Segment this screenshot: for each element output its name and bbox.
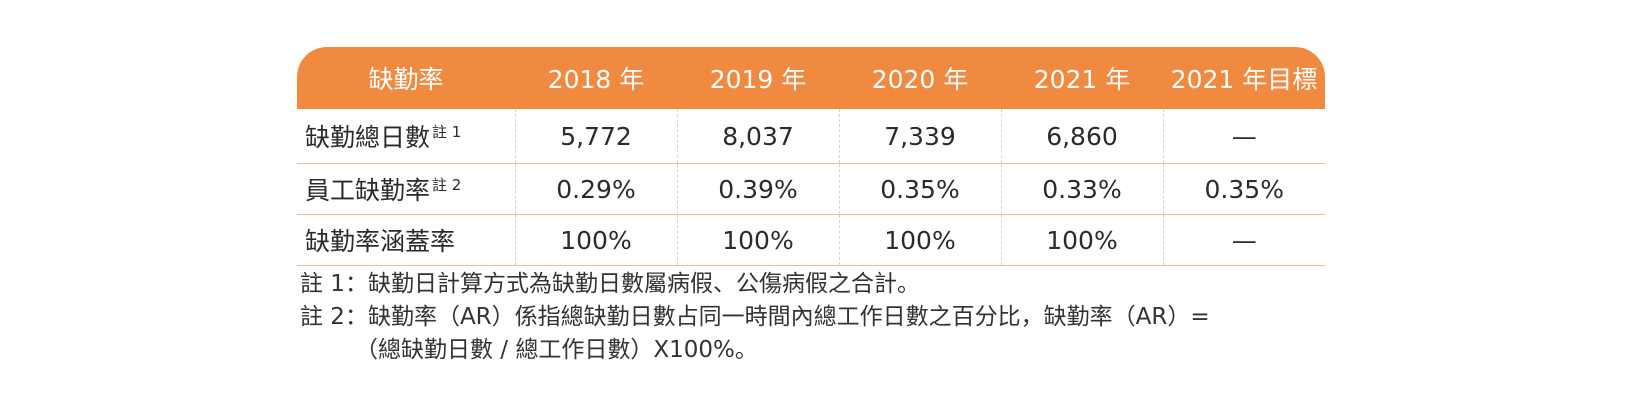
footnote-1: 註 1：缺勤日計算方式為缺勤日數屬病假、公傷病假之合計。 (300, 271, 920, 297)
row-label: 缺勤總日數 (305, 123, 431, 152)
header-2018: 2018 年 (515, 47, 677, 109)
absence-rate-table: 缺勤率 2018 年 2019 年 2020 年 2021 年 2021 年目標… (297, 47, 1325, 266)
footnote-2-line-1: 註 2：缺勤率（AR）係指總缺勤日數占同一時間內總工作日數之百分比，缺勤率（AR… (300, 304, 1210, 330)
table-cell: 6,860 (1000, 109, 1163, 164)
header-2019: 2019 年 (677, 47, 839, 109)
header-2020: 2020 年 (839, 47, 1001, 109)
table-cell: 5,772 (514, 109, 677, 164)
header-2021-target: 2021 年目標 (1163, 47, 1325, 109)
table-row-absence-coverage-rate: 缺勤率涵蓋率 100% 100% 100% 100% — (297, 214, 1325, 266)
table-cell: 8,037 (676, 109, 839, 164)
header-absence-rate: 缺勤率 (297, 47, 515, 109)
table-cell: 100% (676, 214, 839, 266)
table-cell: — (1162, 109, 1325, 164)
table-cell: — (1162, 214, 1325, 266)
note-mark: 註 1 (432, 123, 462, 141)
absence-rate-table-container: 缺勤率 2018 年 2019 年 2020 年 2021 年 2021 年目標… (297, 47, 1325, 266)
table-header-row: 缺勤率 2018 年 2019 年 2020 年 2021 年 2021 年目標 (297, 47, 1325, 109)
table-cell: 100% (838, 214, 1001, 266)
table-cell: 0.33% (1000, 163, 1163, 215)
table-cell: 7,339 (838, 109, 1001, 164)
table-cell: 100% (514, 214, 677, 266)
row-label-cell: 缺勤總日數註 1 (297, 109, 515, 164)
footnotes: 註 1：缺勤日計算方式為缺勤日數屬病假、公傷病假之合計。 註 2：缺勤率（AR）… (300, 268, 1210, 367)
footnote-2-line-2: （總缺勤日數 / 總工作日數）X100%。 (355, 337, 758, 363)
table-row-total-absence-days: 缺勤總日數註 1 5,772 8,037 7,339 6,860 — (297, 109, 1325, 164)
table-cell: 100% (1000, 214, 1163, 266)
row-label: 員工缺勤率 (305, 176, 431, 205)
row-label: 缺勤率涵蓋率 (305, 227, 456, 256)
row-label-cell: 員工缺勤率註 2 (297, 163, 515, 215)
note-mark: 註 2 (432, 176, 462, 194)
row-label-cell: 缺勤率涵蓋率 (297, 214, 515, 266)
table-cell: 0.35% (1162, 163, 1325, 215)
table-cell: 0.35% (838, 163, 1001, 215)
table-cell: 0.29% (514, 163, 677, 215)
header-2021: 2021 年 (1001, 47, 1163, 109)
table-row-employee-absence-rate: 員工缺勤率註 2 0.29% 0.39% 0.35% 0.33% 0.35% (297, 163, 1325, 215)
table-cell: 0.39% (676, 163, 839, 215)
